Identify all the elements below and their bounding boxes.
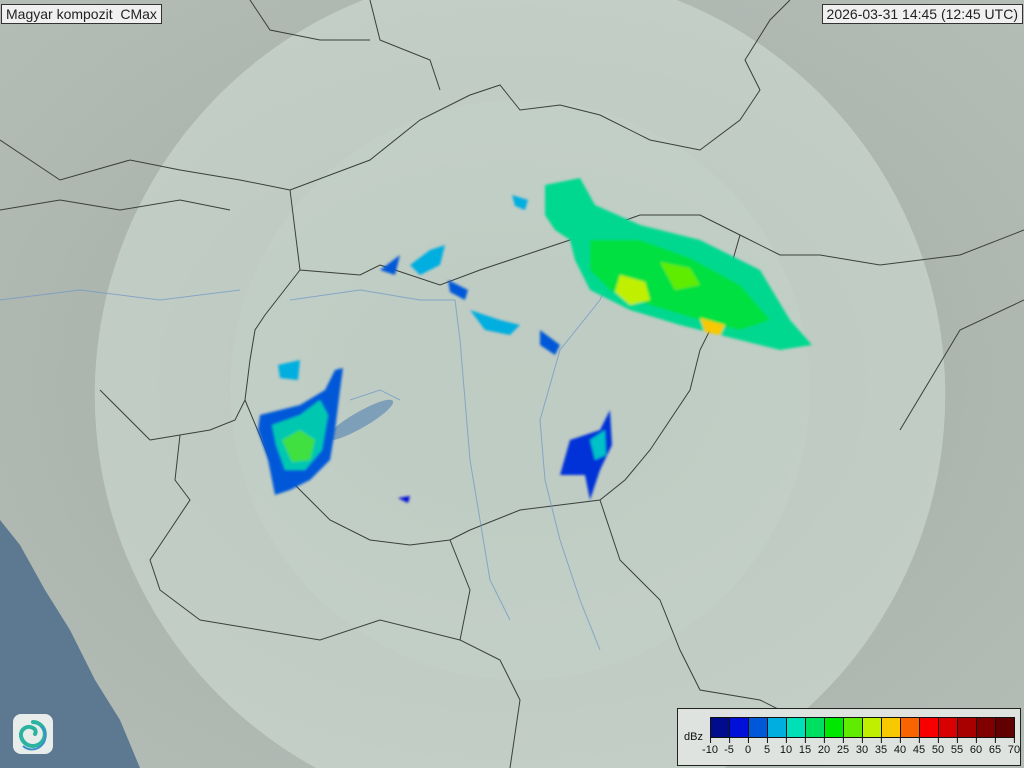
legend-ticks: -10 -5 0 5 10 15 20 25 30 35 40 45 50 55 60 65 70 xyxy=(702,738,1020,762)
legend-tick: -5 xyxy=(724,738,734,756)
legend-tick: 55 xyxy=(951,738,963,756)
legend-tick: -10 xyxy=(702,738,718,756)
radar-coverage xyxy=(94,0,946,768)
rivers xyxy=(0,249,621,651)
dbz-legend: dBz -10 -5 0 5 10 15 20 25 30 35 40 45 50 55 60 65 70 xyxy=(677,708,1021,766)
legend-tick: 25 xyxy=(837,738,849,756)
product-title: Magyar kompozit CMax xyxy=(1,4,162,24)
color-swatch xyxy=(863,718,882,737)
swirl-logo-icon xyxy=(13,714,53,754)
adriatic-sea xyxy=(0,520,140,768)
legend-tick: 70 xyxy=(1008,738,1020,756)
color-swatch xyxy=(749,718,768,737)
legend-tick: 20 xyxy=(818,738,830,756)
legend-tick: 50 xyxy=(932,738,944,756)
lake-balaton xyxy=(326,399,394,441)
legend-tick: 30 xyxy=(856,738,868,756)
color-swatch xyxy=(825,718,844,737)
color-scale xyxy=(710,717,1015,738)
color-swatch xyxy=(958,718,977,737)
legend-tick: 60 xyxy=(970,738,982,756)
legend-tick: 0 xyxy=(745,738,751,756)
color-swatch xyxy=(996,718,1014,737)
legend-tick: 40 xyxy=(894,738,906,756)
legend-tick: 15 xyxy=(799,738,811,756)
radar-coverage-inner xyxy=(230,100,810,680)
color-swatch xyxy=(806,718,825,737)
color-swatch xyxy=(977,718,996,737)
legend-tick: 35 xyxy=(875,738,887,756)
legend-tick: 5 xyxy=(764,738,770,756)
legend-tick: 65 xyxy=(989,738,1001,756)
legend-tick: 45 xyxy=(913,738,925,756)
color-swatch xyxy=(901,718,920,737)
radar-echoes xyxy=(258,178,812,503)
color-swatch xyxy=(730,718,749,737)
color-swatch xyxy=(844,718,863,737)
color-swatch xyxy=(711,718,730,737)
color-swatch xyxy=(882,718,901,737)
legend-tick: 10 xyxy=(780,738,792,756)
color-swatch xyxy=(768,718,787,737)
color-swatch xyxy=(920,718,939,737)
color-swatch xyxy=(939,718,958,737)
timestamp: 2026-03-31 14:45 (12:45 UTC) xyxy=(821,4,1023,24)
color-swatch xyxy=(787,718,806,737)
legend-unit: dBz xyxy=(684,731,703,743)
